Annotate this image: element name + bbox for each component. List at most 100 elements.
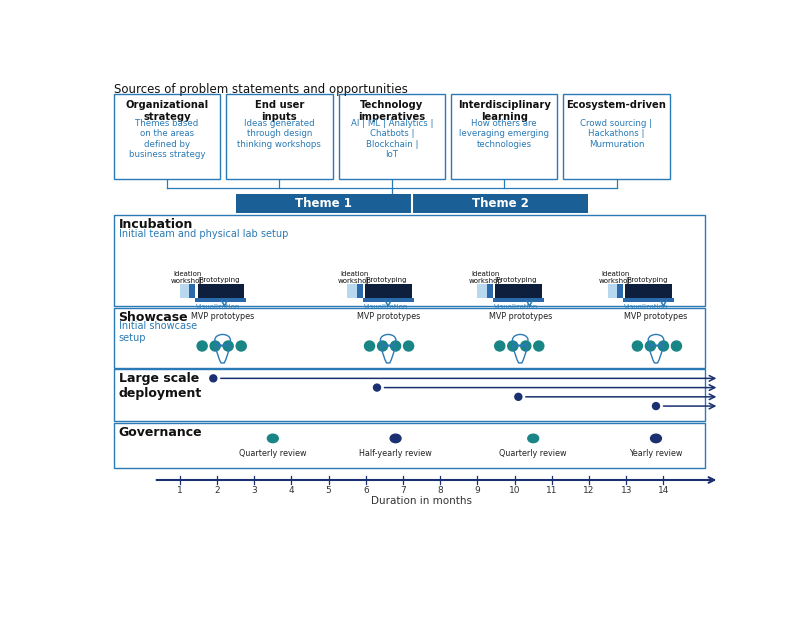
Bar bbox=[347, 285, 357, 298]
Circle shape bbox=[210, 375, 217, 382]
Text: Large scale
deployment: Large scale deployment bbox=[118, 372, 202, 400]
Circle shape bbox=[494, 341, 505, 351]
Text: 6: 6 bbox=[363, 486, 369, 495]
Bar bbox=[608, 285, 617, 298]
Circle shape bbox=[378, 341, 388, 351]
Bar bbox=[478, 285, 486, 298]
Text: Half-yearly review: Half-yearly review bbox=[359, 450, 432, 458]
Circle shape bbox=[508, 341, 518, 351]
Ellipse shape bbox=[390, 434, 401, 442]
Circle shape bbox=[365, 341, 374, 351]
Bar bbox=[189, 285, 195, 298]
Circle shape bbox=[521, 341, 531, 351]
Circle shape bbox=[515, 393, 522, 401]
Circle shape bbox=[653, 402, 659, 410]
Bar bbox=[226, 94, 333, 179]
Text: 10: 10 bbox=[509, 486, 520, 495]
Text: 3: 3 bbox=[251, 486, 257, 495]
Bar bbox=[338, 94, 445, 179]
Text: 12: 12 bbox=[583, 486, 594, 495]
Text: Visualization: Visualization bbox=[494, 304, 538, 310]
Circle shape bbox=[403, 341, 414, 351]
Text: Interdisciplinary
learning: Interdisciplinary learning bbox=[458, 100, 550, 122]
Text: Visualization: Visualization bbox=[363, 304, 408, 310]
Text: Ecosystem-driven: Ecosystem-driven bbox=[566, 100, 666, 110]
Circle shape bbox=[671, 341, 682, 351]
Text: Visualization: Visualization bbox=[624, 304, 668, 310]
Text: 13: 13 bbox=[621, 486, 632, 495]
Ellipse shape bbox=[650, 434, 662, 442]
Text: Ideation
workshop: Ideation workshop bbox=[338, 270, 372, 283]
Text: AI | ML | Analytics |
Chatbots |
Blockchain |
IoT: AI | ML | Analytics | Chatbots | Blockch… bbox=[350, 119, 433, 159]
Text: 5: 5 bbox=[326, 486, 331, 495]
Circle shape bbox=[534, 341, 544, 351]
Bar bbox=[114, 423, 705, 468]
Text: 9: 9 bbox=[474, 486, 480, 495]
Circle shape bbox=[390, 341, 401, 351]
Text: Organizational
strategy: Organizational strategy bbox=[126, 100, 209, 122]
Text: Themes based
on the areas
defined by
business strategy: Themes based on the areas defined by bus… bbox=[129, 119, 206, 159]
Bar bbox=[486, 285, 493, 298]
Circle shape bbox=[223, 341, 234, 351]
Text: Duration in months: Duration in months bbox=[371, 496, 472, 506]
Bar bbox=[623, 298, 674, 302]
Circle shape bbox=[197, 341, 207, 351]
Bar bbox=[617, 285, 623, 298]
Text: 8: 8 bbox=[438, 486, 443, 495]
Text: Ideation
workshop: Ideation workshop bbox=[170, 270, 205, 283]
Text: Showcase: Showcase bbox=[118, 310, 188, 323]
Circle shape bbox=[632, 341, 642, 351]
Text: 4: 4 bbox=[289, 486, 294, 495]
Text: MVP prototypes: MVP prototypes bbox=[191, 312, 254, 321]
Ellipse shape bbox=[267, 434, 278, 442]
Text: Technology
imperatives: Technology imperatives bbox=[358, 100, 426, 122]
Text: How others are
leveraging emerging
technologies: How others are leveraging emerging techn… bbox=[459, 119, 549, 149]
Bar bbox=[114, 308, 705, 368]
Bar bbox=[493, 298, 544, 302]
Text: Quarterly review: Quarterly review bbox=[239, 450, 306, 458]
Text: Theme 1: Theme 1 bbox=[295, 197, 352, 210]
Bar bbox=[563, 94, 670, 179]
Text: 14: 14 bbox=[658, 486, 669, 495]
Bar bbox=[114, 215, 705, 306]
Text: Sources of problem statements and opportunities: Sources of problem statements and opport… bbox=[114, 84, 408, 97]
Text: |Prototyping: |Prototyping bbox=[197, 277, 239, 283]
Text: Initial showcase
setup: Initial showcase setup bbox=[118, 321, 197, 343]
Bar bbox=[180, 285, 189, 298]
Text: |Prototyping: |Prototyping bbox=[625, 277, 667, 283]
Text: Yearly review: Yearly review bbox=[630, 450, 682, 458]
Circle shape bbox=[646, 341, 655, 351]
Text: Ideation
workshop: Ideation workshop bbox=[468, 270, 502, 283]
Circle shape bbox=[658, 341, 669, 351]
Text: Quarterly review: Quarterly review bbox=[499, 450, 567, 458]
Text: Ideation
workshop: Ideation workshop bbox=[598, 270, 632, 283]
Bar bbox=[236, 194, 588, 213]
Text: 1: 1 bbox=[177, 486, 182, 495]
Bar bbox=[451, 94, 558, 179]
Bar bbox=[198, 285, 244, 298]
Bar bbox=[365, 285, 411, 298]
Circle shape bbox=[210, 341, 220, 351]
Text: Initial team and physical lab setup: Initial team and physical lab setup bbox=[118, 229, 288, 239]
Bar bbox=[114, 369, 705, 421]
Bar bbox=[357, 285, 362, 298]
Text: 7: 7 bbox=[400, 486, 406, 495]
Text: MVP prototypes: MVP prototypes bbox=[624, 312, 688, 321]
Bar bbox=[495, 285, 542, 298]
Text: Governance: Governance bbox=[118, 426, 202, 439]
Circle shape bbox=[236, 341, 246, 351]
Text: 2: 2 bbox=[214, 486, 220, 495]
Text: Incubation: Incubation bbox=[118, 218, 193, 231]
Text: Visualization: Visualization bbox=[196, 304, 241, 310]
Bar bbox=[626, 285, 672, 298]
Bar bbox=[114, 94, 220, 179]
Text: |Prototyping: |Prototyping bbox=[364, 277, 406, 283]
Bar bbox=[362, 298, 414, 302]
Text: MVP prototypes: MVP prototypes bbox=[489, 312, 552, 321]
Text: Theme 2: Theme 2 bbox=[472, 197, 529, 210]
Text: MVP prototypes: MVP prototypes bbox=[357, 312, 420, 321]
Ellipse shape bbox=[528, 434, 538, 442]
Text: Crowd sourcing |
Hackathons |
Murmuration: Crowd sourcing | Hackathons | Murmuratio… bbox=[581, 119, 653, 149]
Text: Ideas generated
through design
thinking workshops: Ideas generated through design thinking … bbox=[238, 119, 322, 149]
Bar bbox=[195, 298, 246, 302]
